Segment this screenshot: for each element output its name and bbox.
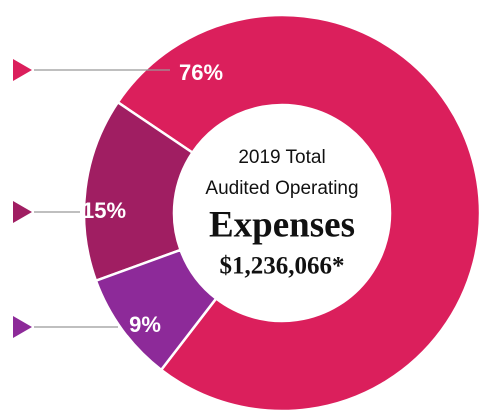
donut-slice — [94, 248, 218, 372]
arrow — [13, 316, 32, 338]
value-label: 76% — [179, 60, 223, 85]
value-label: 9% — [129, 312, 161, 337]
center-heading: Expenses — [209, 204, 355, 245]
center-line: Audited Operating — [205, 178, 358, 199]
labels: 76% 15% 9% — [13, 59, 223, 338]
center-total: $1,236,066* — [220, 253, 345, 280]
donut-slice — [116, 13, 481, 413]
donut — [82, 13, 481, 413]
center-line: 2019 Total — [238, 147, 325, 168]
arrow — [13, 201, 32, 223]
value-label: 15% — [82, 198, 126, 223]
arrow — [13, 59, 32, 81]
